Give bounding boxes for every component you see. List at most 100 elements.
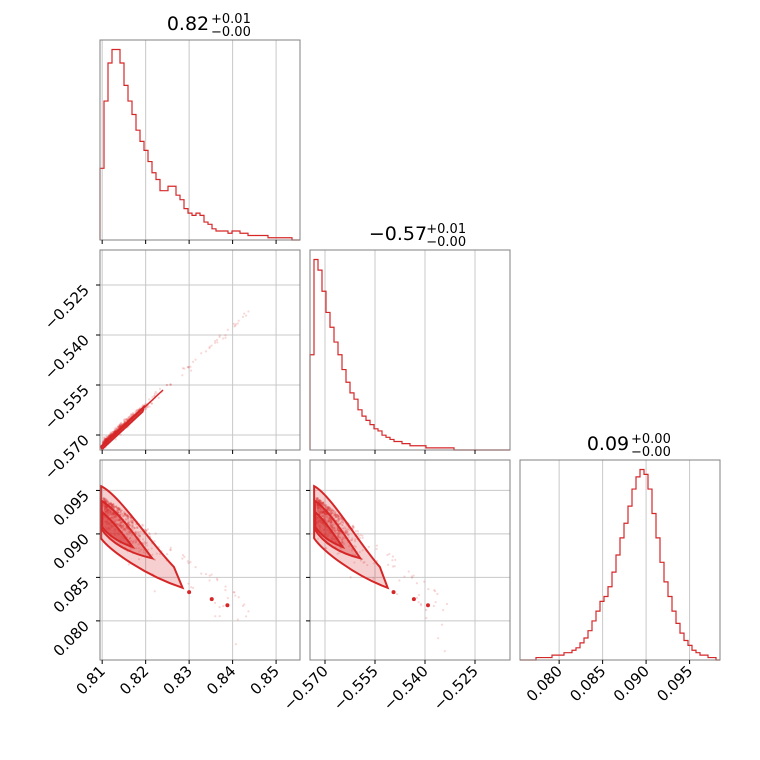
- scatter-point: [325, 507, 328, 510]
- scatter-point: [331, 511, 334, 515]
- scatter-point: [117, 506, 120, 509]
- scatter-point: [315, 506, 318, 509]
- scatter-point: [103, 438, 106, 441]
- scatter-point: [419, 602, 423, 606]
- scatter-point: [320, 511, 324, 514]
- scatter-point: [107, 510, 110, 514]
- scatter-point: [117, 425, 120, 428]
- scatter-point: [129, 415, 132, 418]
- scatter-point: [135, 547, 138, 550]
- scatter-point: [105, 498, 108, 501]
- scatter-point: [109, 509, 112, 513]
- scatter-point: [119, 509, 122, 513]
- scatter-point: [111, 513, 114, 516]
- scatter-point: [119, 524, 122, 528]
- scatter-point: [117, 425, 121, 429]
- panel-frame: [99, 39, 301, 241]
- panel-frame: [309, 249, 511, 451]
- scatter-point: [111, 518, 115, 521]
- x-tick-label: −0.555: [330, 662, 382, 714]
- scatter-point: [334, 513, 337, 516]
- scatter-point: [334, 511, 337, 514]
- scatter-point: [104, 511, 107, 514]
- scatter-point: [325, 513, 328, 516]
- scatter-point: [318, 500, 321, 503]
- scatter-point: [346, 530, 349, 534]
- scatter-point: [112, 511, 115, 514]
- scatter-point: [127, 417, 130, 420]
- scatter-point: [105, 510, 108, 513]
- scatter-point: [109, 511, 112, 514]
- scatter-point: [137, 543, 140, 546]
- scatter-point: [326, 506, 330, 509]
- scatter-point: [118, 524, 122, 527]
- scatter-point: [323, 503, 326, 507]
- scatter-point: [128, 415, 132, 419]
- scatter-point: [330, 520, 334, 524]
- scatter-point: [118, 507, 121, 510]
- scatter-point: [335, 514, 338, 517]
- scatter-point: [137, 547, 140, 550]
- scatter-point: [103, 499, 106, 502]
- scatter-point: [135, 408, 138, 412]
- scatter-point: [318, 510, 321, 514]
- scatter-point: [115, 505, 118, 508]
- scatter-point: [329, 507, 332, 510]
- scatter-point: [386, 563, 390, 566]
- scatter-point: [329, 518, 332, 521]
- scatter-point: [107, 434, 111, 437]
- scatter-point: [116, 508, 119, 511]
- scatter-point: [104, 510, 108, 513]
- scatter-point: [214, 339, 217, 343]
- scatter-point: [146, 544, 149, 547]
- scatter-point: [317, 508, 320, 511]
- scatter-point: [226, 596, 229, 600]
- scatter-point: [325, 512, 328, 516]
- scatter-point: [107, 435, 110, 439]
- scatter-point: [127, 415, 130, 419]
- scatter-point: [222, 604, 225, 608]
- scatter-point: [109, 502, 113, 505]
- scatter-point: [104, 499, 107, 502]
- scatter-point: [106, 500, 109, 503]
- scatter-point: [442, 609, 445, 612]
- scatter-point: [130, 539, 133, 543]
- scatter-point: [103, 498, 106, 501]
- scatter-point: [126, 514, 129, 517]
- scatter-point: [324, 506, 328, 509]
- scatter-point: [321, 509, 324, 512]
- scatter-point: [120, 423, 123, 427]
- scatter-point: [336, 531, 340, 534]
- scatter-point: [325, 515, 328, 519]
- scatter-point: [329, 524, 332, 527]
- scatter-point: [129, 537, 132, 540]
- scatter-point: [104, 497, 107, 500]
- scatter-point: [140, 548, 143, 551]
- scatter-point: [134, 538, 137, 541]
- scatter-point: [321, 512, 324, 515]
- scatter-point: [343, 527, 346, 530]
- scatter-point: [116, 523, 119, 526]
- scatter-point: [135, 531, 138, 534]
- scatter-point: [108, 509, 111, 512]
- scatter-point: [190, 586, 193, 589]
- scatter-point: [331, 526, 334, 529]
- scatter-point: [115, 506, 118, 510]
- scatter-point: [341, 541, 345, 544]
- title-plus: +0.00: [631, 432, 671, 447]
- scatter-point: [108, 510, 112, 514]
- scatter-point: [119, 524, 122, 527]
- scatter-point: [106, 508, 109, 511]
- title-plus: +0.01: [211, 12, 251, 27]
- scatter-point: [120, 526, 123, 529]
- scatter-point: [102, 440, 105, 444]
- scatter-point: [129, 532, 132, 535]
- scatter-point: [329, 519, 332, 522]
- scatter-point: [321, 510, 324, 513]
- panel-frame: [519, 459, 721, 661]
- scatter-point: [334, 515, 338, 518]
- scatter-point: [123, 513, 127, 516]
- scatter-point: [134, 541, 137, 544]
- scatter-point: [122, 528, 125, 532]
- scatter-point: [135, 526, 139, 529]
